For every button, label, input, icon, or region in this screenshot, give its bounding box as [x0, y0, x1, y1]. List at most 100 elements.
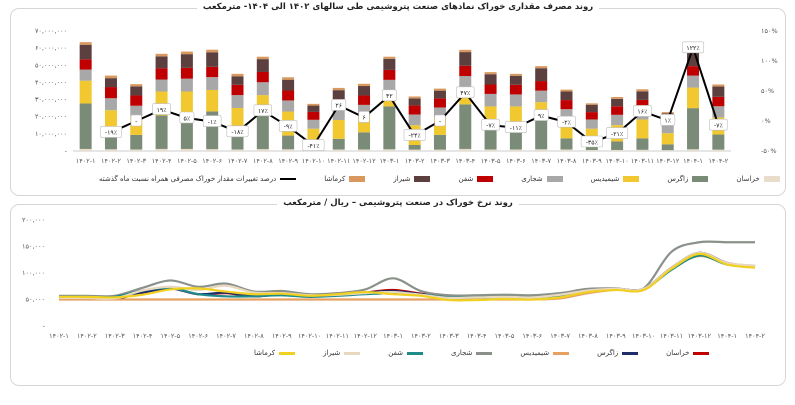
bar-segment: [636, 138, 649, 150]
legend-item: شیراز: [323, 349, 361, 357]
bar-segment: [484, 72, 497, 75]
legend-item: شیراز: [393, 175, 431, 183]
x-tick-label: ۱۴۰۲-۲: [77, 332, 97, 340]
legend-swatch: [693, 351, 710, 355]
y-right-tick-label: ۵۰%: [761, 87, 774, 95]
change-label-box: [130, 114, 142, 127]
x-tick-label: ۱۴۰۳-۵: [481, 157, 501, 165]
change-data-label: -۴۱٪: [307, 143, 319, 150]
bar-segment: [687, 75, 700, 88]
legend-label: کرماشا: [324, 175, 346, 183]
change-data-label: -۲۴٪: [409, 133, 421, 140]
bar-segment: [180, 51, 193, 55]
change-data-label: ۹٪: [538, 113, 545, 120]
change-label-box: [99, 126, 122, 138]
x-tick-label: ۱۴۰۳-۶: [506, 157, 526, 165]
legend-label: خراسان: [736, 175, 760, 183]
bar-segment: [535, 149, 548, 151]
bar-segment: [585, 104, 598, 113]
x-tick-label: ۱۴۰۲-۴: [152, 157, 172, 165]
bar-segment: [332, 149, 345, 151]
bar-segment: [687, 87, 700, 109]
bar-segment: [332, 90, 345, 100]
change-data-label: ۱۹٪: [157, 107, 167, 114]
bar-segment: [79, 44, 92, 60]
bar-segment: [282, 90, 295, 101]
change-data-label: ۴۲: [386, 93, 393, 100]
bar-segment: [636, 99, 649, 110]
legend-swatch: [763, 176, 780, 182]
x-tick-label: ۱۴۰۳-۱: [379, 157, 399, 165]
bar-segment: [383, 58, 396, 70]
bar-segment: [636, 91, 649, 100]
y-right-tick-label: ۰%: [761, 117, 771, 125]
legend-label: شفن: [458, 175, 474, 183]
x-tick-label: ۱۴۰۳-۱۲: [656, 157, 680, 165]
bar-segment: [484, 149, 497, 151]
bar-segment: [585, 119, 598, 129]
x-tick-label: ۱۴۰۲-۱۰: [302, 157, 325, 165]
bar-segment: [484, 93, 497, 107]
legend-item: شفن: [388, 349, 423, 357]
bar-segment: [104, 135, 117, 150]
bar-segment: [256, 71, 269, 83]
change-data-label: -۱۹٪: [105, 130, 117, 137]
x-tick-label: ۱۴۰۲-۸: [244, 332, 264, 340]
bar-segment: [155, 148, 168, 151]
x-tick-label: ۱۴۰۲-۸: [253, 157, 273, 165]
x-tick-label: ۱۴۰۲-۵: [160, 332, 180, 340]
legend-label: شجاری: [451, 349, 473, 357]
bar-segment: [560, 149, 573, 151]
bar-segment: [433, 88, 446, 91]
bar-segment: [104, 75, 117, 79]
bar-segment: [636, 149, 649, 151]
bar-segment: [712, 149, 725, 151]
change-data-label: ۴۷٪: [460, 90, 470, 97]
bar-segment: [307, 111, 320, 120]
legend-label: زاگرس: [597, 349, 619, 357]
legend-swatch: [280, 178, 297, 180]
bar-segment: [231, 134, 244, 150]
bar-segment: [282, 100, 295, 112]
bar-segment: [585, 149, 598, 151]
bar-segment: [535, 90, 548, 103]
bar-segment: [180, 91, 193, 113]
y-tick-label: ۱۰۰,۰۰۰: [22, 269, 45, 277]
change-label-box: [682, 41, 705, 54]
legend-label: شیمیدیس: [520, 349, 550, 357]
y-left-tick-label: ۷۰,۰۰۰,۰۰۰: [35, 27, 67, 35]
change-label-box: [533, 109, 549, 121]
change-label-box: [709, 118, 728, 131]
bar-segment: [560, 109, 573, 121]
legend-swatch: [349, 176, 366, 182]
change-label-box: [660, 114, 676, 126]
x-tick-label: ۱۴۰۳-۹: [606, 332, 626, 340]
change-data-label: ۵٪: [184, 115, 191, 122]
bar-segment: [231, 84, 244, 96]
bar-segment: [408, 105, 421, 115]
bar-segment: [408, 145, 421, 150]
bar-segment: [358, 95, 371, 105]
change-data-label: -: [135, 118, 137, 125]
bar-segment: [358, 83, 371, 87]
bar-segment: [712, 96, 725, 107]
legend-item: شفن: [458, 175, 494, 183]
bar-segment: [206, 77, 219, 90]
bar-segment: [206, 49, 219, 53]
x-tick-label: ۱۴۰۳-۱۰: [632, 332, 655, 340]
bar-segment: [611, 141, 624, 150]
y-left-tick-label: ۴۰,۰۰۰,۰۰۰: [35, 78, 67, 86]
bar-segment: [509, 94, 522, 107]
bar-segment: [104, 78, 117, 88]
x-tick-label: ۱۴۰۳-۱۲: [688, 332, 712, 340]
legend-label: شیراز: [323, 349, 341, 357]
change-data-label: ۲۶: [335, 103, 342, 110]
bar-segment: [687, 108, 700, 150]
x-tick-label: ۱۴۰۲-۶: [188, 332, 208, 340]
bar-segment: [256, 149, 269, 151]
x-tick-label: ۱۴۰۲-۱۱: [326, 332, 349, 340]
bar-segment: [661, 133, 674, 145]
bar-segment: [206, 89, 219, 112]
legend-swatch: [344, 351, 361, 355]
x-tick-label: ۱۴۰۳-۵: [495, 332, 515, 340]
